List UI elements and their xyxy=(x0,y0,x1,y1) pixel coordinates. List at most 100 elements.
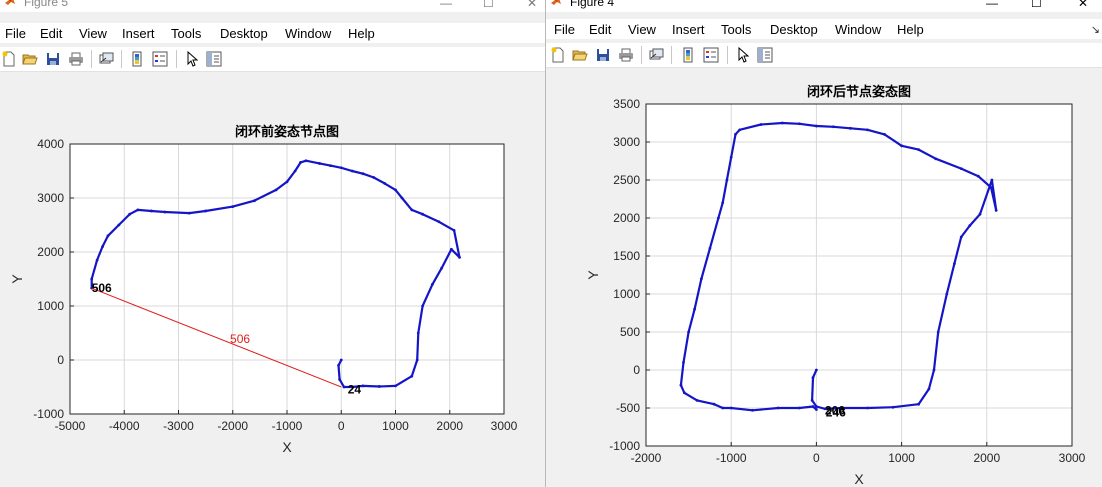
print-icon[interactable] xyxy=(67,50,85,68)
menu-edit[interactable]: Edit xyxy=(40,26,63,41)
menu-file[interactable]: File xyxy=(5,26,26,41)
print-icon[interactable] xyxy=(617,46,635,64)
trajectory-node xyxy=(342,385,346,389)
trajectory-node xyxy=(968,224,972,228)
y-tick-label: 0 xyxy=(633,363,640,377)
x-tick-label: 0 xyxy=(813,451,820,465)
trajectory-node xyxy=(932,368,936,372)
figure5-title: Figure 5 xyxy=(24,0,69,9)
new-figure-icon[interactable] xyxy=(549,46,567,64)
link-icon[interactable] xyxy=(647,46,665,64)
x-tick-label: 2000 xyxy=(973,451,1000,465)
trajectory-node xyxy=(285,180,289,184)
trajectory-node xyxy=(891,405,895,409)
x-tick-label: -5000 xyxy=(55,419,86,433)
trajectory-node xyxy=(682,361,685,364)
plot-area xyxy=(646,104,1072,446)
legend-icon[interactable] xyxy=(702,46,720,64)
trajectory-node xyxy=(729,155,733,159)
menu-tools[interactable]: Tools xyxy=(171,26,202,41)
pointer-icon[interactable] xyxy=(183,50,201,68)
close-button[interactable]: ✕ xyxy=(527,0,538,10)
colorbar-icon[interactable] xyxy=(128,50,146,68)
menu-window[interactable]: Window xyxy=(835,22,882,37)
trajectory-node xyxy=(810,399,814,402)
menu-help[interactable]: Help xyxy=(348,26,375,41)
trajectory-line xyxy=(90,159,461,389)
x-tick-label: 3000 xyxy=(491,419,518,433)
x-axis-label: X xyxy=(854,471,864,487)
trajectory-node xyxy=(815,368,818,372)
trajectory-node xyxy=(415,358,419,362)
trajectory-node xyxy=(866,406,869,410)
close-button[interactable]: ✕ xyxy=(1078,0,1089,10)
menu-window[interactable]: Window xyxy=(285,26,332,41)
minimize-button[interactable]: — xyxy=(986,0,998,10)
link-icon[interactable] xyxy=(97,50,115,68)
menu-file[interactable]: File xyxy=(554,22,575,37)
menu-desktop[interactable]: Desktop xyxy=(220,26,268,41)
matlab-logo-icon xyxy=(5,0,15,5)
legend-icon[interactable] xyxy=(151,50,169,68)
trajectory-node xyxy=(679,383,683,387)
toolbar-separator xyxy=(727,46,728,64)
property-editor-icon[interactable] xyxy=(205,50,223,68)
trajectory-node xyxy=(811,376,815,379)
property-editor-icon[interactable] xyxy=(756,46,774,64)
x-tick-label: -1000 xyxy=(272,419,303,433)
overflow-arrow-icon[interactable]: ↘ xyxy=(1090,24,1100,36)
menu-tools[interactable]: Tools xyxy=(721,22,752,37)
menu-insert[interactable]: Insert xyxy=(122,26,155,41)
trajectory-node xyxy=(90,277,94,281)
trajectory-node xyxy=(693,307,696,311)
x-tick-label: -2000 xyxy=(217,419,248,433)
open-file-icon[interactable] xyxy=(21,50,39,68)
figure4-plot: -2000 -1000 0 1000 2000 3000-1000-50005001000… xyxy=(585,84,1086,487)
toolbar-separator xyxy=(671,46,672,64)
trajectory-node xyxy=(866,128,869,132)
trajectory-node xyxy=(725,178,729,182)
trajectory-node xyxy=(978,212,982,216)
figure4-canvas: -2000 -1000 0 1000 2000 3000 -1000 -500 0 500 1000… xyxy=(546,68,1102,487)
trajectory-node xyxy=(339,358,343,362)
menu-insert[interactable]: Insert xyxy=(672,22,705,37)
x-tick-label: 2000 xyxy=(436,419,463,433)
minimize-button[interactable]: — xyxy=(440,0,452,10)
trajectory-node xyxy=(337,364,340,367)
trajectory-node xyxy=(811,405,815,408)
trajectory-node xyxy=(945,292,949,296)
y-tick-label: 1500 xyxy=(613,249,640,263)
figure5-window: Figure 5 — ☐ ✕ File Edit View Insert Too… xyxy=(0,0,545,487)
trajectory-node xyxy=(410,208,414,212)
x-tick-label: -2000 xyxy=(631,451,662,465)
x-tick-label: 1000 xyxy=(382,419,409,433)
trajectory-node xyxy=(350,169,354,173)
trajectory-node xyxy=(187,211,191,215)
trajectory-node xyxy=(400,196,404,200)
save-icon[interactable] xyxy=(594,46,612,64)
new-figure-icon[interactable] xyxy=(0,50,18,68)
y-tick-label: 1000 xyxy=(613,287,640,301)
colorbar-icon[interactable] xyxy=(679,46,697,64)
y-tick-label: 2000 xyxy=(37,245,64,259)
trajectory-node xyxy=(840,406,844,410)
menu-help[interactable]: Help xyxy=(897,22,924,37)
menu-view[interactable]: View xyxy=(628,22,656,37)
menu-view[interactable]: View xyxy=(79,26,107,41)
maximize-button[interactable]: ☐ xyxy=(1031,0,1042,10)
trajectory-node xyxy=(383,182,387,185)
maximize-button[interactable]: ☐ xyxy=(483,0,494,10)
trajectory-node xyxy=(304,159,308,163)
pointer-icon[interactable] xyxy=(734,46,752,64)
open-file-icon[interactable] xyxy=(571,46,589,64)
save-icon[interactable] xyxy=(44,50,62,68)
y-tick-label: 2000 xyxy=(613,211,640,225)
figure4-titlebar[interactable]: Figure 4 — ☐ ✕ xyxy=(546,0,1102,12)
figure5-titlebar[interactable]: Figure 5 — ☐ ✕ xyxy=(0,0,545,12)
trajectory-node xyxy=(976,174,980,178)
menu-edit[interactable]: Edit xyxy=(589,22,612,37)
trajectory-node xyxy=(106,234,110,238)
menu-desktop[interactable]: Desktop xyxy=(770,22,818,37)
trajectory-node xyxy=(458,256,461,259)
y-tick-label: 500 xyxy=(620,325,640,339)
